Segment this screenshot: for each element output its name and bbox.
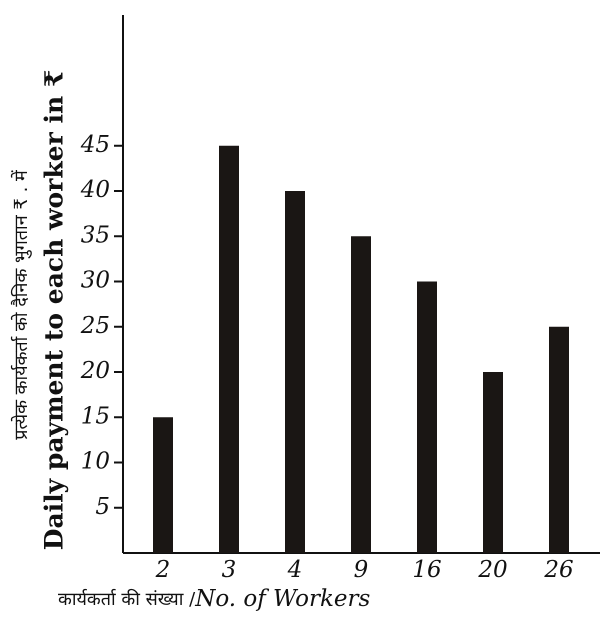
- bar: [417, 281, 437, 553]
- y-axis-label: Daily payment to each worker in ₹: [40, 70, 69, 550]
- x-tick-label: 16: [412, 557, 441, 583]
- x-tick-label: 2: [155, 557, 171, 583]
- y-tick-label: 15: [81, 403, 110, 429]
- bar: [153, 417, 173, 553]
- y-tick-label: 40: [80, 177, 110, 203]
- bar: [219, 145, 239, 553]
- y-tick-label: 35: [81, 222, 110, 248]
- y-tick-label: 30: [81, 268, 110, 294]
- x-axis-label: कार्यकर्ता की संख्या /No. of Workers: [58, 586, 371, 612]
- x-tick-label: 3: [222, 557, 237, 583]
- y-tick-label: 25: [80, 313, 110, 339]
- x-axis-label-hindi: कार्यकर्ता की संख्या /: [58, 588, 196, 610]
- y-tick-label: 20: [80, 358, 110, 384]
- x-tick-label: 4: [287, 557, 303, 583]
- y-tick-label: 10: [81, 449, 110, 475]
- bar: [549, 326, 569, 553]
- x-axis-label-english: No. of Workers: [194, 586, 370, 612]
- x-tick-label: 20: [477, 557, 507, 583]
- bar: [483, 372, 503, 553]
- y-axis-label-hindi: प्रत्येक कार्यकर्ता को दैनिक भुगतान ₹ . …: [10, 169, 32, 440]
- bar: [285, 191, 305, 553]
- bar: [351, 236, 371, 553]
- x-tick-label: 9: [354, 557, 369, 583]
- x-tick-label: 26: [543, 557, 573, 583]
- y-tick-label: 5: [95, 494, 110, 520]
- y-tick-label: 45: [80, 132, 110, 158]
